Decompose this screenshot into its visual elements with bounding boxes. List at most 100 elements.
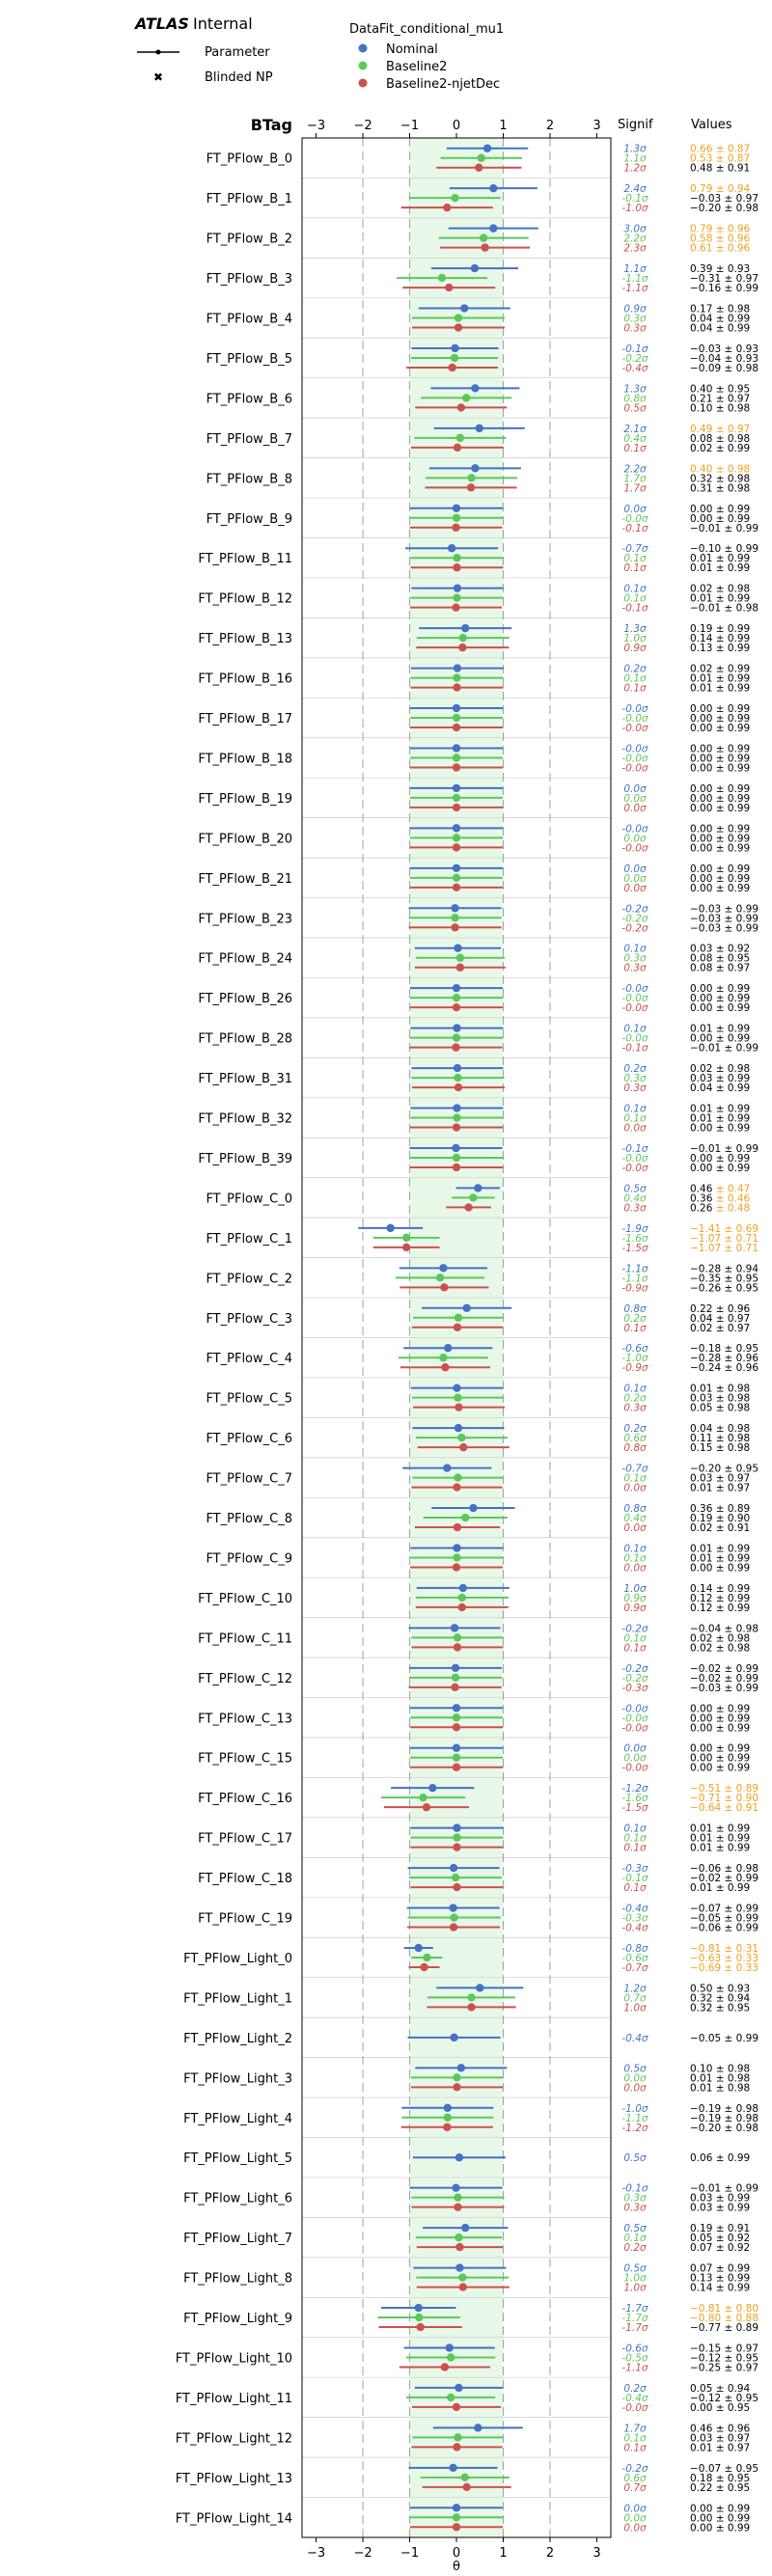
value-text: 0.19 ± 0.91 xyxy=(690,2223,750,2234)
signif-value: 0.0σ xyxy=(623,1753,647,1765)
value-text: 0.00 ± 0.99 xyxy=(690,823,750,835)
value-text: −0.77 ± 0.89 xyxy=(690,2322,758,2334)
signif-value: 0.9σ xyxy=(623,304,647,315)
value-text: 0.04 ± 0.99 xyxy=(690,1082,750,1094)
signif-value: 0.1σ xyxy=(623,593,647,605)
data-point xyxy=(453,443,462,452)
value-text: 0.00 ± 0.99 xyxy=(690,743,750,754)
data-point xyxy=(467,474,476,482)
data-point xyxy=(386,1223,395,1233)
value-text: −0.03 ± 0.93 xyxy=(690,343,758,355)
signif-value: -0.8σ xyxy=(621,1943,648,1955)
data-point xyxy=(454,314,463,322)
signif-value: -1.0σ xyxy=(621,203,648,214)
parameter-label: FT_PFlow_Light_4 xyxy=(183,2112,292,2126)
signif-value: 1.2σ xyxy=(623,163,647,175)
data-point xyxy=(453,683,461,692)
signif-value: -0.4σ xyxy=(621,1923,648,1934)
data-point xyxy=(452,834,461,842)
data-point xyxy=(455,953,465,962)
data-point xyxy=(443,2113,452,2122)
signif-value: 0.2σ xyxy=(623,1313,647,1325)
value-text: −0.25 ± 0.97 xyxy=(690,2362,758,2373)
parameter-label: FT_PFlow_B_0 xyxy=(207,152,292,167)
signif-value: -0.0σ xyxy=(621,762,648,774)
signif-value: 0.2σ xyxy=(623,1063,647,1075)
signif-value: 0.9σ xyxy=(623,1593,647,1604)
data-point xyxy=(439,1264,448,1273)
data-point xyxy=(449,1923,458,1932)
data-point xyxy=(447,544,456,553)
parameter-label: FT_PFlow_B_21 xyxy=(198,872,292,887)
value-text: −0.09 ± 0.98 xyxy=(690,363,758,374)
data-point xyxy=(474,1184,482,1192)
legend-blinded-label: Blinded NP xyxy=(205,70,273,85)
signif-value: -1.5σ xyxy=(621,1802,648,1814)
legend-marker-nominal xyxy=(358,43,368,53)
data-point xyxy=(457,1433,466,1442)
signif-value: -0.1σ xyxy=(621,523,648,534)
data-point xyxy=(451,193,459,203)
x-tick-label-top: 3 xyxy=(593,119,600,133)
signif-value: -1.0σ xyxy=(621,1353,648,1364)
signif-value: -0.1σ xyxy=(621,603,648,615)
value-text: −0.07 ± 0.99 xyxy=(690,1904,758,1915)
signif-value: 0.5σ xyxy=(623,2152,647,2164)
data-point xyxy=(458,2283,467,2291)
data-point xyxy=(453,1882,461,1892)
value-text: 0.01 ± 0.99 xyxy=(690,1823,750,1835)
legend: DataFit_conditional_mu1 Nominal Baseline2… xyxy=(137,22,504,92)
data-point xyxy=(481,243,489,252)
x-tick-label-top: −1 xyxy=(400,119,419,133)
data-point xyxy=(443,1464,452,1472)
signif-value: 0.1σ xyxy=(623,944,647,955)
value-text: 0.01 ± 0.99 xyxy=(690,1113,750,1125)
signif-value: 0.0σ xyxy=(623,1483,647,1494)
signif-value: 0.5σ xyxy=(623,2263,647,2275)
value-text: 0.66 ± 0.87 xyxy=(690,144,750,155)
data-point xyxy=(440,2363,450,2371)
signif-value: -0.0σ xyxy=(621,983,648,995)
value-text: 0.02 ± 0.98 xyxy=(690,1632,750,1644)
parameter-label: FT_PFlow_B_28 xyxy=(198,1032,292,1047)
value-text: −1.41 ± 0.69 xyxy=(690,1223,758,1235)
value-text: 0.79 ± 0.96 xyxy=(690,224,751,235)
data-point xyxy=(420,1962,428,1972)
parameter-label: FT_PFlow_B_20 xyxy=(198,832,292,846)
data-point xyxy=(452,1123,461,1132)
value-text: 0.00 ± 0.99 xyxy=(690,753,750,764)
data-point xyxy=(449,2463,457,2473)
value-text: 0.10 ± 0.98 xyxy=(690,2063,750,2074)
data-point xyxy=(477,153,485,162)
value-text: −0.31 ± 0.97 xyxy=(690,273,758,285)
signif-value: -0.6σ xyxy=(621,2343,648,2354)
value-text: 0.02 ± 0.98 xyxy=(690,1642,750,1654)
signif-value: 1.1σ xyxy=(623,153,647,165)
signif-value: 1.0σ xyxy=(623,2273,647,2285)
value-text: −0.69 ± 0.33 xyxy=(690,1962,758,1974)
parameter-label: FT_PFlow_C_15 xyxy=(198,1752,292,1767)
signif-value: 0.9σ xyxy=(623,643,647,654)
signif-value: -0.7σ xyxy=(621,1962,648,1974)
data-point xyxy=(414,1943,423,1953)
signif-value: -1.7σ xyxy=(621,2303,648,2315)
value-text: −0.35 ± 0.95 xyxy=(690,1273,758,1284)
signif-value: -0.2σ xyxy=(621,1623,648,1634)
parameter-label: FT_PFlow_B_23 xyxy=(198,912,292,926)
data-point xyxy=(452,723,461,732)
parameter-label: FT_PFlow_Light_2 xyxy=(183,2032,292,2046)
signif-value: -0.2σ xyxy=(621,1663,648,1675)
atlas-status: Internal xyxy=(193,14,253,33)
signif-value: -1.1σ xyxy=(621,2113,648,2124)
signif-value: -1.1σ xyxy=(621,1273,648,1284)
value-text: 0.01 ± 0.99 xyxy=(690,683,750,695)
value-text: 0.00 ± 0.99 xyxy=(690,793,750,805)
data-point xyxy=(452,523,460,532)
parameter-label: FT_PFlow_B_31 xyxy=(198,1072,292,1086)
data-point xyxy=(452,803,461,812)
signif-value: 0.3σ xyxy=(623,323,647,335)
value-text: 0.00 ± 0.99 xyxy=(690,993,750,1004)
data-point xyxy=(450,1913,458,1922)
data-point xyxy=(452,1713,461,1722)
value-text: 0.03 ± 0.92 xyxy=(690,944,750,955)
